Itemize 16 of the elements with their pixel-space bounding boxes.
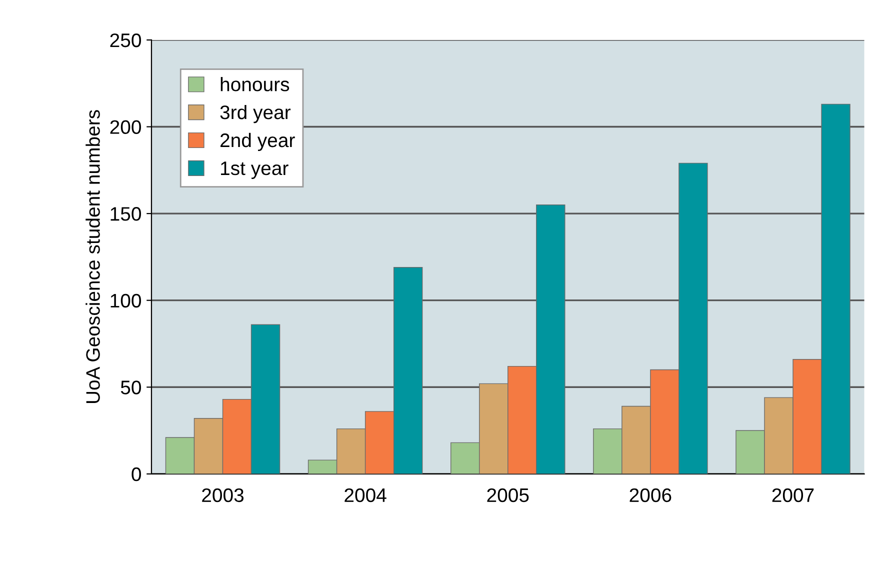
- y-tick-label: 200: [110, 120, 141, 134]
- y-tick-label: 50: [120, 380, 141, 394]
- y-tick-label: 250: [110, 33, 141, 48]
- y-tick-label: 0: [132, 467, 141, 482]
- y-tick-label: 150: [110, 207, 141, 221]
- x-tick-label: 2007: [772, 488, 814, 502]
- x-tick-label: 2006: [630, 488, 672, 502]
- y-tick-label: 100: [110, 294, 141, 308]
- y-axis-title: UoA Geoscience student numbers: [86, 110, 100, 403]
- x-tick-label: 2004: [344, 488, 386, 502]
- x-tick-label: 2003: [202, 488, 244, 502]
- legend-label: 2nd year: [220, 132, 295, 152]
- legend-label: 1st year: [221, 162, 288, 179]
- x-tick-label: 2005: [487, 488, 529, 502]
- legend-label: 3rd year: [220, 104, 291, 124]
- legend-label: honours: [220, 77, 290, 92]
